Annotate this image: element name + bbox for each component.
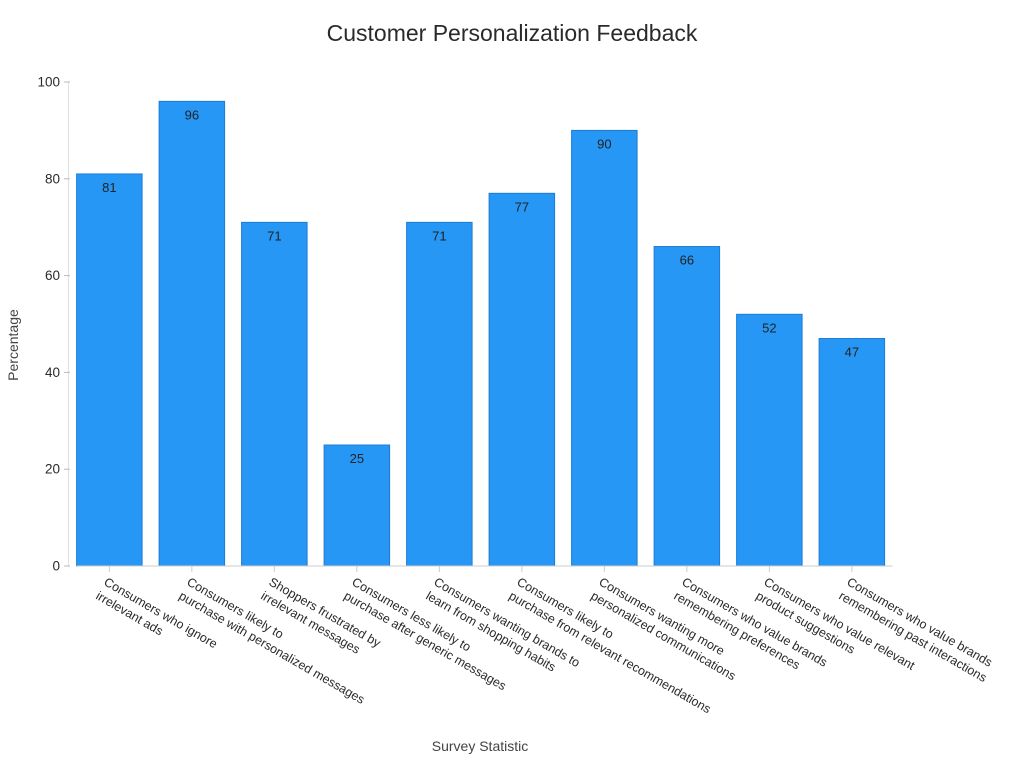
svg-text:77: 77 <box>515 199 529 214</box>
svg-text:0: 0 <box>52 559 60 574</box>
svg-text:20: 20 <box>45 462 60 477</box>
svg-text:100: 100 <box>37 75 60 90</box>
svg-text:25: 25 <box>350 451 364 466</box>
svg-text:47: 47 <box>845 345 859 360</box>
svg-text:60: 60 <box>45 268 60 283</box>
svg-text:80: 80 <box>45 171 60 186</box>
svg-text:52: 52 <box>762 320 776 335</box>
svg-text:81: 81 <box>102 180 116 195</box>
svg-text:71: 71 <box>432 228 446 243</box>
svg-text:40: 40 <box>45 365 60 380</box>
svg-text:71: 71 <box>267 228 281 243</box>
svg-text:96: 96 <box>185 107 199 122</box>
svg-text:90: 90 <box>597 136 611 151</box>
svg-text:66: 66 <box>680 253 694 268</box>
